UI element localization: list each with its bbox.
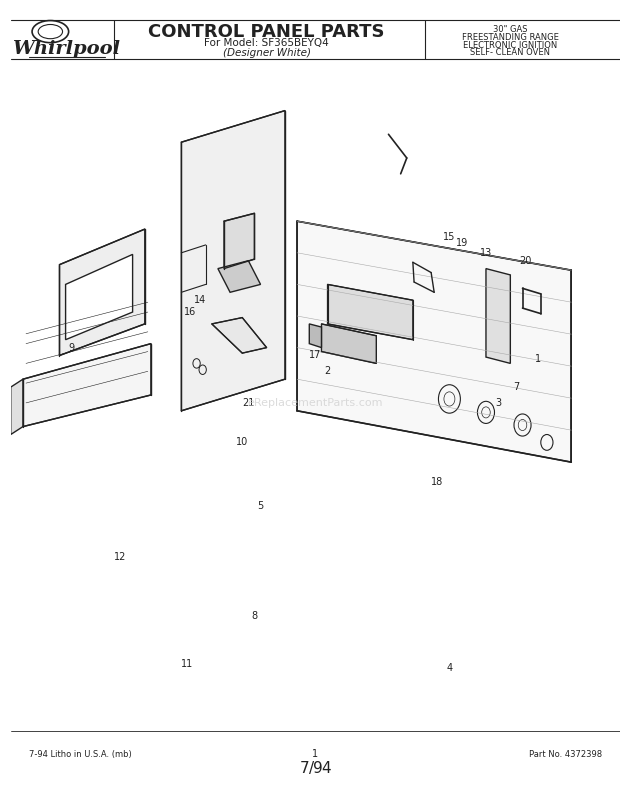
Text: 20: 20 (520, 256, 532, 265)
Text: 8: 8 (251, 611, 257, 621)
Text: Whirlpool: Whirlpool (12, 40, 120, 58)
Polygon shape (224, 213, 254, 269)
Text: $\mathit{7/94}$: $\mathit{7/94}$ (298, 759, 332, 777)
Text: FREESTANDING RANGE: FREESTANDING RANGE (462, 32, 559, 42)
Polygon shape (218, 261, 260, 292)
Text: 11: 11 (181, 659, 193, 668)
Text: 13: 13 (480, 248, 492, 258)
Polygon shape (309, 324, 321, 348)
Text: 16: 16 (184, 307, 197, 317)
Text: 4: 4 (446, 663, 453, 672)
Text: CONTROL PANEL PARTS: CONTROL PANEL PARTS (148, 23, 385, 40)
Text: 21: 21 (242, 398, 255, 408)
Text: 30" GAS: 30" GAS (493, 24, 528, 34)
Text: eReplacementParts.com: eReplacementParts.com (247, 398, 383, 408)
Polygon shape (321, 324, 376, 363)
Polygon shape (327, 284, 413, 340)
Text: For Model: SF365BEYQ4: For Model: SF365BEYQ4 (204, 39, 329, 48)
Polygon shape (60, 229, 145, 356)
Text: (Designer White): (Designer White) (223, 48, 311, 58)
Text: Part No. 4372398: Part No. 4372398 (529, 750, 602, 759)
Polygon shape (212, 318, 267, 353)
Polygon shape (66, 254, 133, 340)
Text: ELECTRONIC IGNITION: ELECTRONIC IGNITION (463, 40, 557, 50)
Text: 1: 1 (534, 355, 541, 364)
Text: 18: 18 (431, 477, 443, 487)
Text: 7: 7 (513, 382, 520, 392)
Text: 10: 10 (236, 438, 249, 447)
Text: 12: 12 (114, 552, 126, 562)
Polygon shape (23, 344, 151, 427)
Text: 3: 3 (495, 398, 501, 408)
Text: 5: 5 (257, 501, 264, 510)
Text: 7-94 Litho in U.S.A. (mb): 7-94 Litho in U.S.A. (mb) (29, 750, 132, 759)
Text: 1: 1 (312, 750, 319, 759)
Polygon shape (11, 379, 23, 435)
Text: SELF- CLEAN OVEN: SELF- CLEAN OVEN (471, 48, 551, 58)
Polygon shape (181, 111, 285, 411)
Polygon shape (486, 269, 510, 363)
Text: 15: 15 (443, 232, 456, 242)
Text: 19: 19 (456, 239, 467, 248)
Text: 14: 14 (193, 295, 206, 305)
Polygon shape (297, 221, 571, 462)
Text: 2: 2 (324, 367, 330, 376)
Text: 17: 17 (309, 351, 322, 360)
Text: 9: 9 (69, 343, 75, 352)
